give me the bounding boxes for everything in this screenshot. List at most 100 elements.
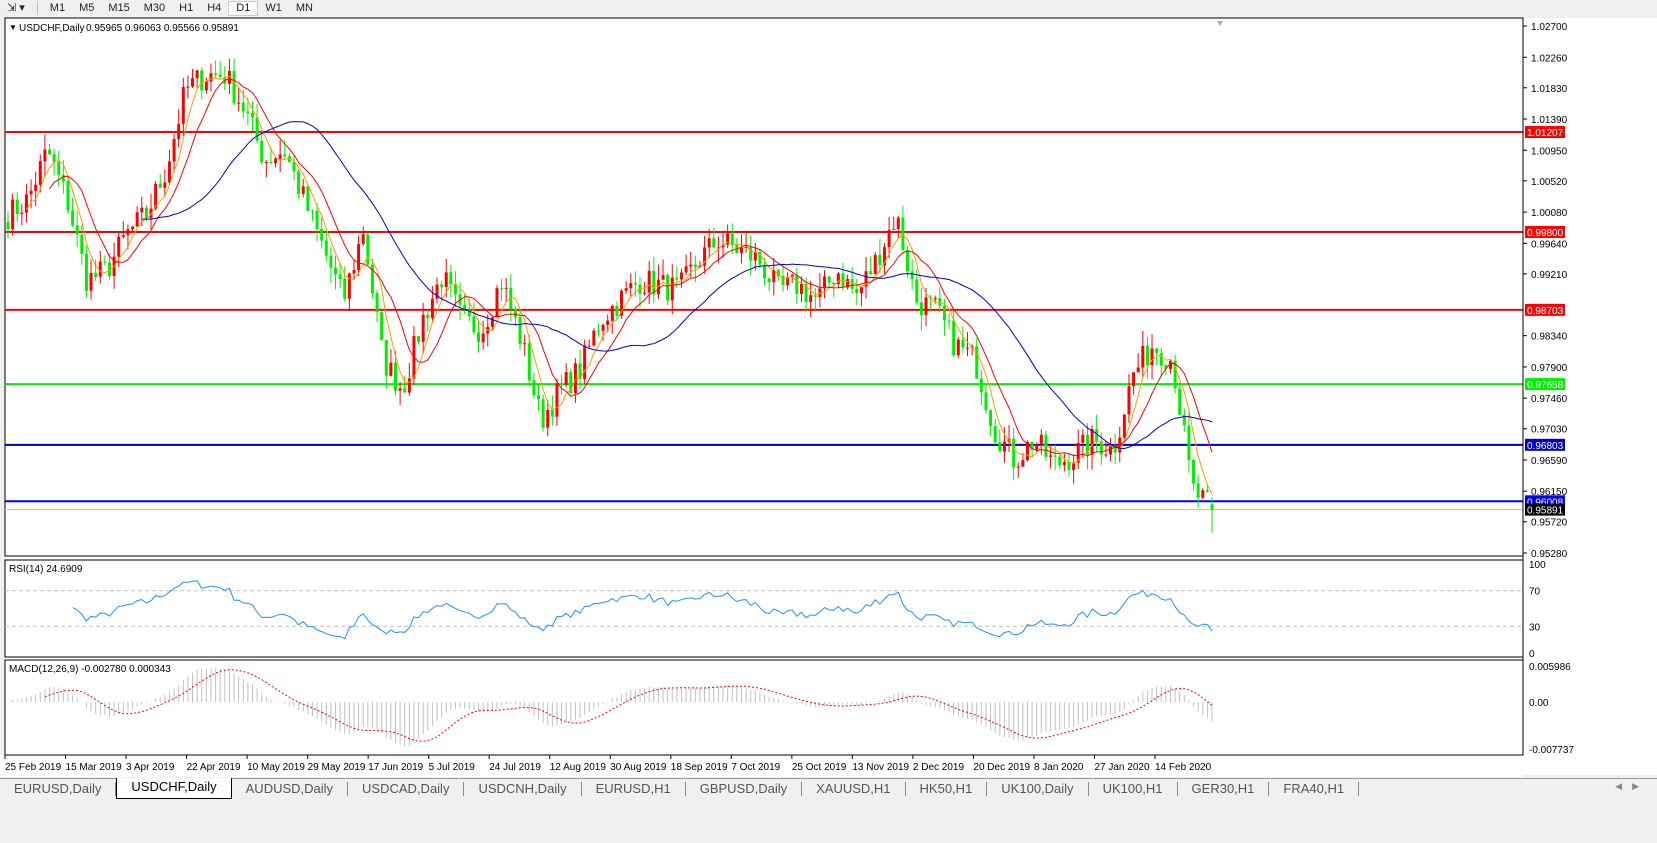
price-axis-label: 1.00080 xyxy=(1531,208,1568,219)
candle-body xyxy=(518,317,522,344)
chart-window[interactable]: 1.01207 0.99800 0.98703 0.97658 0.96803 0.960… xyxy=(0,17,1657,777)
chart-tab[interactable]: UK100,H1 xyxy=(1089,782,1178,796)
candle-body xyxy=(892,229,896,231)
price-level-label: 0.99800 xyxy=(1527,228,1564,239)
timeframe-m1[interactable]: M1 xyxy=(49,1,66,14)
price-level-label: 0.95891 xyxy=(1527,506,1564,517)
timeframe-d1[interactable]: D1 xyxy=(228,0,259,16)
chart-tab[interactable]: AUDUSD,Daily xyxy=(232,782,349,796)
candle-body xyxy=(776,270,780,277)
timeframe-m30[interactable]: M30 xyxy=(143,1,166,14)
date-axis-label: 5 Jul 2019 xyxy=(429,762,476,773)
date-axis-label: 30 Aug 2019 xyxy=(610,762,667,773)
candle-body xyxy=(795,274,799,294)
candle-body xyxy=(721,244,725,248)
plot-area xyxy=(5,18,1523,755)
candle-body xyxy=(703,247,707,266)
candle-body xyxy=(292,162,296,172)
candle-body xyxy=(66,181,70,211)
candle-body xyxy=(716,247,720,249)
candle-body xyxy=(495,288,499,318)
candle-body xyxy=(541,399,545,428)
candle-body xyxy=(158,183,162,188)
tab-scroll-arrows[interactable]: ◀▶ xyxy=(1615,781,1649,791)
candle-body xyxy=(301,186,305,194)
date-axis-label: 17 Jun 2019 xyxy=(368,762,423,773)
candle-body xyxy=(204,81,208,91)
line-tools-icon[interactable]: ⇲ ▾ xyxy=(7,1,25,14)
candle-body xyxy=(938,298,942,306)
candle-body xyxy=(910,271,914,280)
candle-body xyxy=(117,236,121,257)
timeframe-mn[interactable]: MN xyxy=(295,1,313,14)
candle-body xyxy=(1035,444,1039,450)
candle-body xyxy=(684,266,688,273)
candle-body xyxy=(320,228,324,241)
candle-body xyxy=(89,272,93,291)
price-level-label: 0.96008 xyxy=(1527,497,1564,508)
candle-body xyxy=(1127,386,1131,415)
chart-tab[interactable]: USDCNH,Daily xyxy=(464,782,582,796)
date-axis-label: 18 Sep 2019 xyxy=(671,762,728,773)
candle-body xyxy=(490,317,494,327)
candle-body xyxy=(942,305,946,321)
timeframe-m15[interactable]: M15 xyxy=(108,1,130,14)
candle-body xyxy=(1016,466,1020,468)
candle-body xyxy=(1196,483,1200,498)
candle-body xyxy=(698,265,702,268)
candle-body xyxy=(283,154,287,157)
price-level-tag xyxy=(1525,225,1565,238)
candle-body xyxy=(1109,445,1113,455)
chart-tab[interactable]: FRA40,H1 xyxy=(1269,782,1360,796)
chart-tab[interactable]: UK100,Daily xyxy=(987,782,1089,796)
timeframe-m5[interactable]: M5 xyxy=(79,1,95,14)
ma-slow-line xyxy=(141,121,1213,450)
price-axis-label: 1.01390 xyxy=(1531,115,1568,126)
candle-body xyxy=(426,314,430,319)
candle-body xyxy=(393,362,397,391)
candle-body xyxy=(666,275,670,301)
candle-body xyxy=(878,254,882,266)
candle-body xyxy=(966,347,970,349)
candle-body xyxy=(661,275,665,280)
candle-body xyxy=(919,302,923,315)
rsi-axis-label: 0 xyxy=(1529,649,1535,660)
date-axis-label: 12 Aug 2019 xyxy=(550,762,607,773)
candle-body xyxy=(260,140,264,163)
chart-tab[interactable]: GBPUSD,Daily xyxy=(686,782,803,796)
candle-body xyxy=(269,162,273,164)
candle-body xyxy=(786,277,790,286)
price-axis-label: 0.97030 xyxy=(1531,425,1568,436)
chart-tab[interactable]: HK50,H1 xyxy=(906,782,988,796)
chart-shift-marker[interactable] xyxy=(1217,21,1223,26)
candle-body xyxy=(1085,434,1089,455)
candle-body xyxy=(103,261,107,263)
candle-body xyxy=(1072,462,1076,470)
candle-body xyxy=(827,276,831,283)
candle-body xyxy=(578,363,582,379)
candle-body xyxy=(947,320,951,322)
candle-body xyxy=(763,264,767,279)
price-level-tag xyxy=(1525,303,1565,316)
chart-tab[interactable]: USDCAD,Daily xyxy=(348,782,465,796)
candle-body xyxy=(306,186,310,211)
chart-tab[interactable]: EURUSD,H1 xyxy=(582,782,686,796)
candle-body xyxy=(1122,414,1126,438)
candle-body xyxy=(1210,504,1214,510)
candle-body xyxy=(57,161,61,175)
chart-tab[interactable]: XAUUSD,H1 xyxy=(802,782,906,796)
candle-body xyxy=(227,70,231,84)
chart-tab[interactable]: EURUSD,Daily xyxy=(0,782,117,796)
price-axis-label: 1.00950 xyxy=(1531,146,1568,157)
candle-body xyxy=(80,234,84,254)
axis-area xyxy=(1523,18,1657,775)
candle-body xyxy=(278,154,282,159)
chart-tab[interactable]: USDCHF,Daily xyxy=(116,778,232,799)
timeframe-h4[interactable]: H4 xyxy=(207,1,222,14)
candle-body xyxy=(643,292,647,294)
candle-body xyxy=(730,233,734,246)
timeframe-h1[interactable]: H1 xyxy=(179,1,194,14)
candle-body xyxy=(712,238,716,248)
chart-tab[interactable]: GER30,H1 xyxy=(1178,782,1270,796)
timeframe-w1[interactable]: W1 xyxy=(265,1,282,14)
